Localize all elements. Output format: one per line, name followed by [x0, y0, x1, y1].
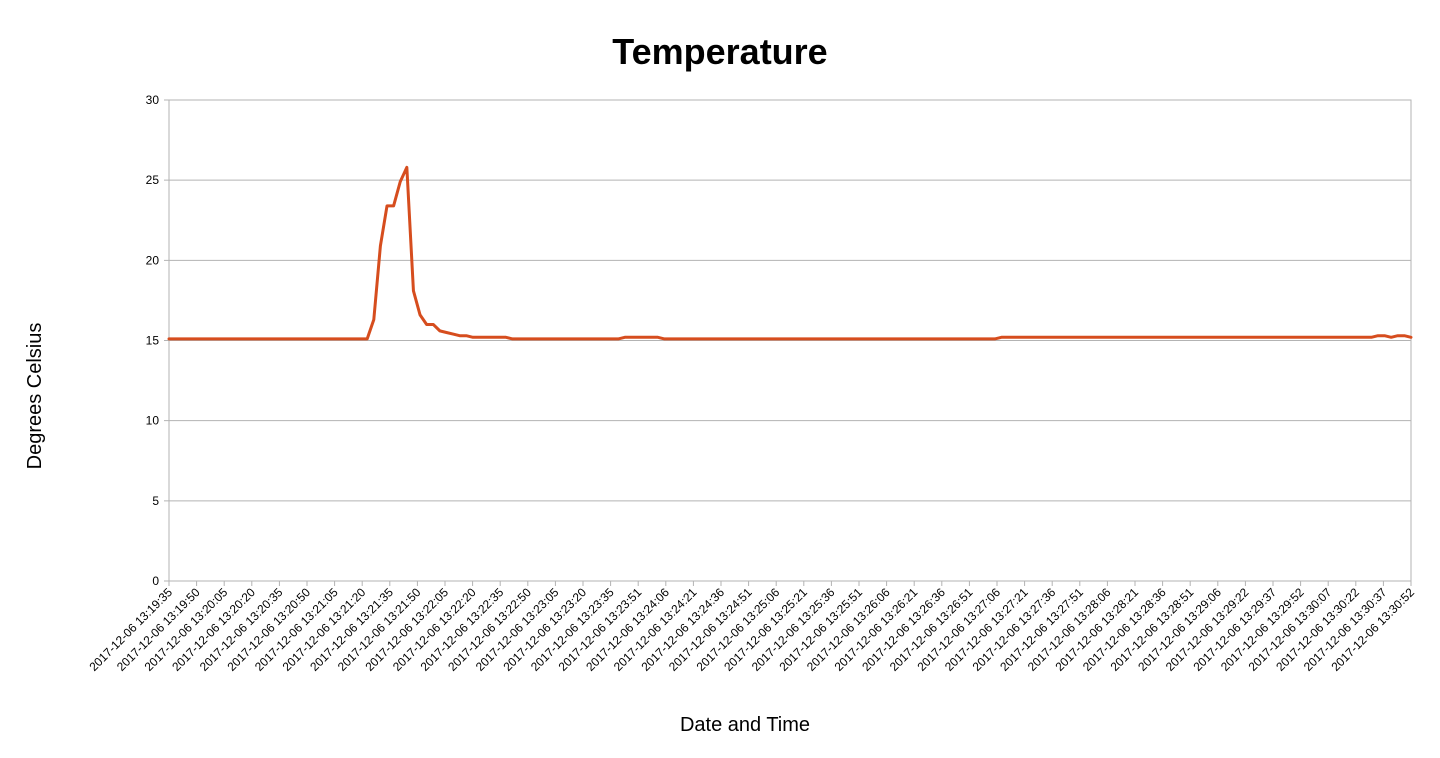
y-tick-label: 30 — [146, 93, 160, 107]
y-tick-label: 15 — [146, 334, 160, 348]
y-tick-label: 10 — [146, 414, 160, 428]
grid-lines — [164, 99, 1411, 582]
plot-frame — [168, 99, 1412, 582]
y-tick-label: 0 — [152, 574, 159, 588]
y-tick-label: 20 — [146, 253, 160, 267]
y-tick-label: 25 — [146, 173, 160, 187]
y-tick-label: 5 — [152, 494, 159, 508]
chart-title: Temperature — [612, 31, 827, 72]
y-axis-title: Degrees Celsius — [24, 323, 46, 470]
y-tick-labels: 0 5 10 15 20 25 30 — [146, 93, 160, 588]
temperature-series-line — [167, 165, 1413, 341]
x-axis-title: Date and Time — [680, 714, 810, 736]
